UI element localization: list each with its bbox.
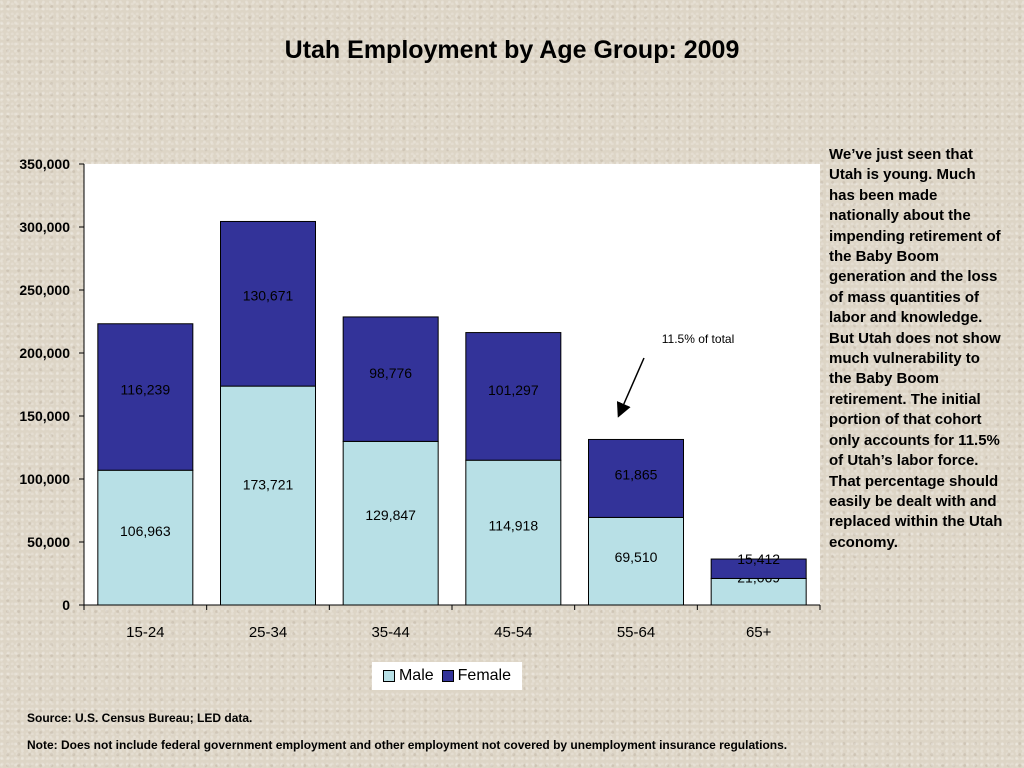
y-tick-label: 50,000 xyxy=(27,534,70,550)
footnote: Note: Does not include federal governmen… xyxy=(27,738,788,752)
bar-male-25-34 xyxy=(220,385,316,606)
legend-label-female: Female xyxy=(457,667,512,684)
legend-swatch-female xyxy=(441,670,454,682)
bar-female-55-64 xyxy=(588,438,684,518)
data-label-female-25-34: 130,671 xyxy=(243,288,294,304)
data-label-female-35-44: 98,776 xyxy=(369,365,412,381)
data-label-female-55-64: 61,865 xyxy=(615,467,658,483)
x-tick-label-35-44: 35-44 xyxy=(371,624,409,641)
bar-male-55-64 xyxy=(588,516,684,606)
y-tick-label: 100,000 xyxy=(19,471,70,487)
y-tick-label: 250,000 xyxy=(19,282,70,298)
bar-male-35-44 xyxy=(342,440,439,606)
chart-title: Utah Employment by Age Group: 2009 xyxy=(284,36,740,64)
y-tick-label: 0 xyxy=(62,597,70,613)
y-tick-label: 200,000 xyxy=(19,345,70,361)
annotation-label: 11.5% of total xyxy=(662,332,735,346)
x-tick-label-25-34: 25-34 xyxy=(249,624,287,641)
legend-label-male: Male xyxy=(398,667,434,684)
legend-item-male: Male xyxy=(382,667,434,685)
bar-female-25-34 xyxy=(220,220,316,387)
data-label-male-55-64: 69,510 xyxy=(615,549,658,565)
data-label-male-25-34: 173,721 xyxy=(243,477,294,493)
bar-female-35-44 xyxy=(342,316,439,442)
data-label-female-45-54: 101,297 xyxy=(488,382,539,398)
data-label-female-15-24: 116,239 xyxy=(121,382,171,398)
x-tick-label-15-24: 15-24 xyxy=(126,624,164,641)
annotation-arrow xyxy=(616,357,645,418)
data-label-male-45-54: 114,918 xyxy=(489,517,539,533)
legend-item-female: Female xyxy=(441,667,512,685)
data-label-female-65+: 15,412 xyxy=(737,551,780,567)
sidebar-commentary: We’ve just seen that Utah is young. Much… xyxy=(829,146,1003,551)
bar-female-15-24 xyxy=(97,323,194,471)
y-tick-label: 350,000 xyxy=(19,156,70,172)
data-label-male-35-44: 129,847 xyxy=(365,507,416,523)
legend: Male Female xyxy=(372,662,522,690)
y-tick-label: 300,000 xyxy=(19,219,70,235)
plot-area xyxy=(84,164,820,605)
bar-female-65+ xyxy=(710,558,807,579)
x-tick-label-45-54: 45-54 xyxy=(494,624,532,641)
x-tick-label-55-64: 55-64 xyxy=(617,624,655,641)
bar-chart: 0 50,000 100,000 150,000 200,000 250,000 300,0… xyxy=(19,156,821,641)
data-label-male-15-24: 106,963 xyxy=(120,523,171,539)
source-note: Source: U.S. Census Bureau; LED data. xyxy=(27,711,253,725)
x-tick-label-65+: 65+ xyxy=(746,624,772,641)
legend-swatch-male xyxy=(382,670,395,682)
bar-female-45-54 xyxy=(465,332,562,461)
bar-male-45-54 xyxy=(465,459,562,606)
y-tick-label: 150,000 xyxy=(19,408,70,424)
